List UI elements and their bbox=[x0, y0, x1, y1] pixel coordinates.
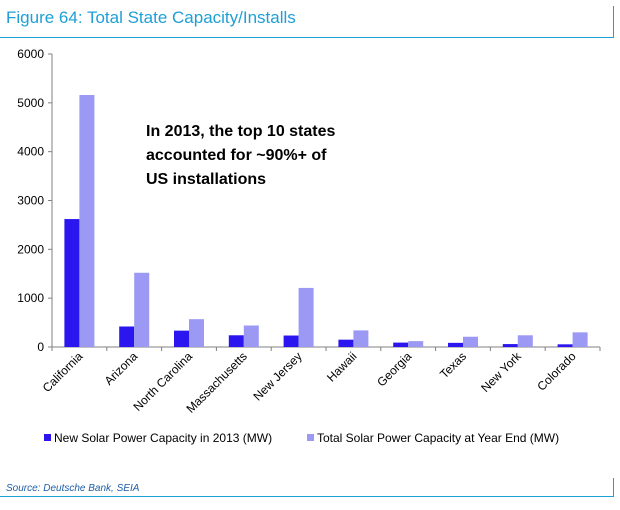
bar-new-capacity bbox=[393, 342, 409, 347]
bar-new-capacity bbox=[338, 339, 354, 347]
bar-new-capacity bbox=[448, 342, 463, 347]
y-axis-labels: 0 1000 2000 3000 4000 5000 6000 bbox=[17, 47, 44, 354]
bar-new-capacity bbox=[228, 335, 244, 347]
bar-total-capacity bbox=[353, 330, 369, 347]
bar-total-capacity bbox=[408, 341, 424, 347]
bar-new-capacity bbox=[283, 335, 299, 347]
bar-total-capacity bbox=[517, 335, 533, 347]
legend-swatch bbox=[307, 434, 314, 441]
x-tick-label: Hawaii bbox=[324, 349, 359, 384]
bar-new-capacity bbox=[119, 326, 135, 347]
y-tick-label: 4000 bbox=[17, 145, 44, 159]
x-tick-label: New Jersey bbox=[250, 349, 304, 403]
annotation-line: US installations bbox=[146, 171, 266, 188]
annotation-line: In 2013, the top 10 states bbox=[146, 123, 336, 140]
legend-label: Total Solar Power Capacity at Year End (… bbox=[317, 431, 559, 445]
bar-total-capacity bbox=[463, 336, 478, 347]
bar-total-capacity bbox=[189, 319, 204, 347]
source-note: Source: Deutsche Bank, SEIA bbox=[6, 483, 140, 494]
x-tick-label: Colorado bbox=[534, 349, 579, 394]
annotation-line: accounted for ~90%+ of bbox=[146, 147, 327, 164]
y-tick-label: 5000 bbox=[17, 96, 44, 110]
figure-title: Figure 64: Total State Capacity/Installs bbox=[6, 8, 296, 27]
x-tick-label: Texas bbox=[437, 349, 469, 381]
chart-legend: New Solar Power Capacity in 2013 (MW) Tot… bbox=[44, 431, 559, 445]
bar-new-capacity bbox=[64, 219, 80, 347]
bar-total-capacity bbox=[243, 325, 259, 347]
legend-swatch bbox=[44, 434, 51, 441]
x-tick-label: Georgia bbox=[374, 349, 414, 389]
y-tick-label: 3000 bbox=[17, 194, 44, 208]
title-corner-rule bbox=[613, 6, 614, 38]
chart-bars bbox=[64, 95, 588, 347]
bar-new-capacity bbox=[557, 344, 573, 347]
figure-header: Figure 64: Total State Capacity/Installs bbox=[0, 0, 620, 40]
y-tick-label: 1000 bbox=[17, 291, 44, 305]
bar-new-capacity bbox=[174, 330, 189, 347]
y-tick-label: 0 bbox=[37, 340, 44, 354]
chart-annotation: In 2013, the top 10 states accounted for… bbox=[146, 123, 336, 188]
x-tick-label: California bbox=[40, 349, 86, 395]
bar-new-capacity bbox=[502, 344, 518, 347]
x-tick-label: New York bbox=[478, 349, 524, 395]
footer-divider bbox=[0, 496, 614, 497]
legend-label: New Solar Power Capacity in 2013 (MW) bbox=[54, 431, 272, 445]
y-tick-label: 2000 bbox=[17, 242, 44, 256]
footer-corner-rule bbox=[613, 478, 614, 497]
x-tick-label: Arizona bbox=[102, 349, 141, 388]
bar-total-capacity bbox=[134, 272, 150, 347]
bar-total-capacity bbox=[572, 332, 588, 347]
bar-total-capacity bbox=[298, 287, 314, 347]
y-tick-label: 6000 bbox=[17, 47, 44, 61]
chart-axes bbox=[48, 53, 601, 351]
bar-total-capacity bbox=[79, 95, 95, 347]
title-divider bbox=[0, 37, 614, 38]
